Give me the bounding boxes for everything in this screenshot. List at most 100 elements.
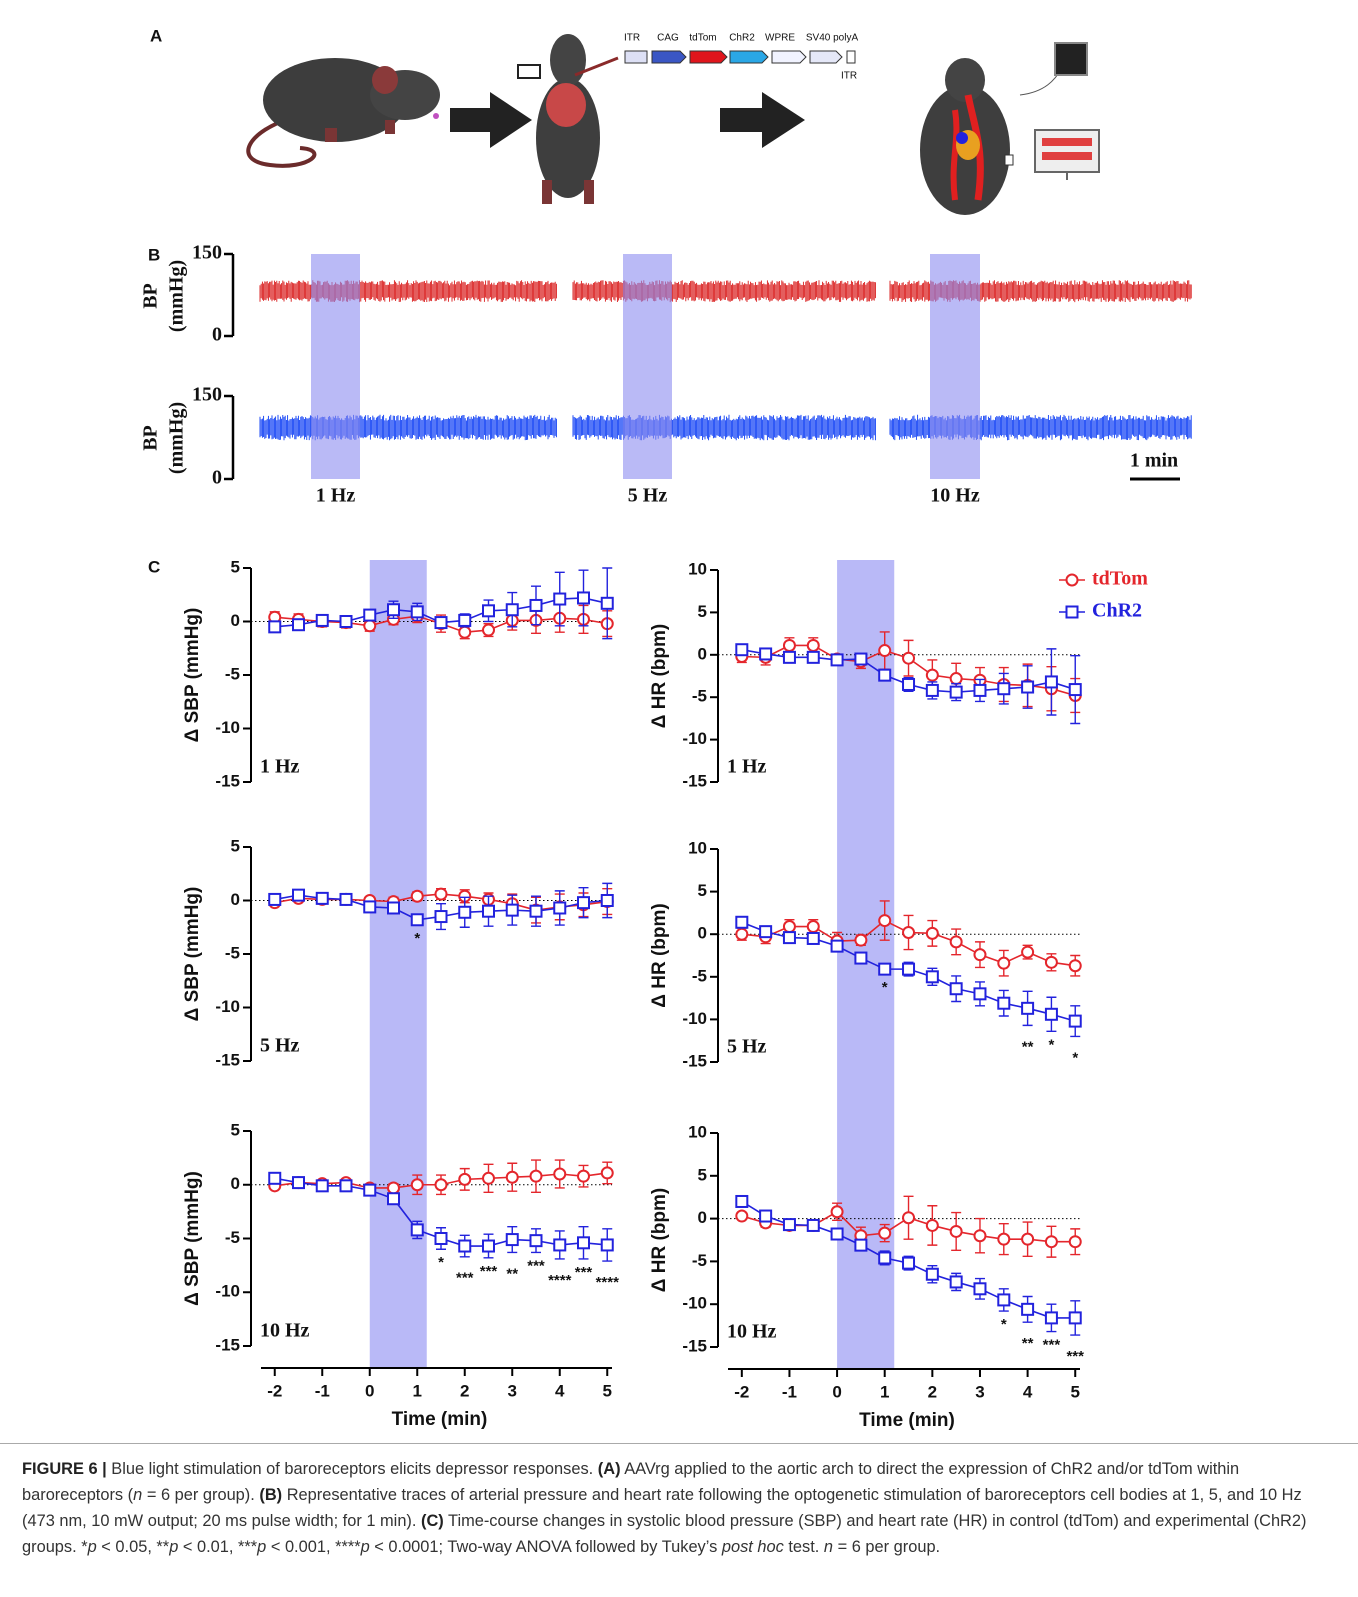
marker [1021, 1232, 1035, 1246]
marker [973, 683, 987, 697]
stim-label: 5 Hz [628, 485, 668, 507]
marker [434, 910, 448, 924]
marker [600, 596, 614, 610]
caption-text: (C) [421, 1512, 444, 1530]
panel-frequency: 5 Hz [727, 1036, 767, 1058]
marker [387, 603, 400, 617]
y-tick-label: -5 [225, 943, 240, 962]
caption-text: n [823, 1538, 834, 1556]
marker [434, 1232, 448, 1245]
y-axis-label: Δ SBP (mmHg) [182, 887, 203, 1022]
caption-text: < 0.0001; Two-way ANOVA followed by Tuke… [369, 1538, 722, 1556]
y-tick-label: 5 [698, 1165, 707, 1184]
marker [902, 925, 916, 939]
significance-mark: * [882, 979, 888, 996]
x-tick-label: 5 [1071, 1382, 1080, 1401]
caption-text: < 0.01, *** [178, 1538, 258, 1556]
marker [949, 672, 963, 686]
marker [315, 613, 329, 627]
marker [482, 904, 495, 918]
significance-mark: *** [527, 1257, 545, 1274]
x-axis-label: Time (min) [392, 1409, 488, 1430]
marker [949, 935, 963, 949]
y-tick-label: -10 [215, 718, 240, 737]
caption-text: FIGURE 6 | [22, 1460, 107, 1478]
marker [387, 1192, 400, 1206]
marker [482, 623, 495, 637]
stimulation-shade [311, 254, 360, 479]
y-tick-label: 0 [698, 644, 707, 663]
stimulation-window [369, 560, 427, 1368]
marker [600, 894, 614, 907]
caption-text: (B) [259, 1486, 283, 1504]
y-tick-label: 10 [688, 1122, 707, 1141]
y-tick-label: -5 [225, 664, 240, 683]
marker [878, 914, 892, 928]
marker [1044, 1007, 1058, 1021]
marker [973, 948, 987, 962]
construct-label: SV40 polyA [806, 33, 859, 44]
marker [268, 1171, 282, 1185]
marker [529, 1234, 543, 1248]
x-tick-label: 3 [508, 1381, 517, 1400]
marker [782, 1218, 796, 1232]
y-tick-label: -15 [215, 1335, 240, 1354]
stimulation-shade [623, 254, 672, 479]
caption-text: < 0.001, **** [266, 1538, 361, 1556]
marker [925, 926, 939, 940]
marker [434, 887, 448, 901]
caption-text: (A) [597, 1460, 621, 1478]
marker [830, 939, 844, 953]
y-axis-label: Δ HR (bpm) [649, 903, 670, 1007]
marker [997, 956, 1011, 970]
caption: FIGURE 6 | Blue light stimulation of bar… [0, 1443, 1358, 1597]
significance-mark: * [414, 930, 420, 947]
marker [782, 650, 796, 664]
y-tick-label: 0 [698, 924, 707, 943]
y-tick-label: -10 [215, 997, 240, 1016]
marker [997, 1293, 1011, 1307]
marker [458, 613, 472, 627]
legend-marker [1065, 605, 1079, 619]
significance-mark: * [1048, 1036, 1054, 1053]
marker [363, 619, 377, 633]
y-tick-label: 0 [212, 467, 222, 489]
stim-label: 10 Hz [930, 485, 980, 507]
caption-text: = 6 per group. [833, 1538, 941, 1556]
marker [339, 892, 353, 906]
marker [854, 652, 868, 666]
y-tick-label: 150 [192, 384, 222, 406]
y-tick-label: 5 [231, 836, 240, 855]
marker [997, 1232, 1011, 1246]
significance-mark: ** [1022, 1038, 1034, 1055]
panel-frequency: 1 Hz [727, 756, 767, 778]
y-tick-label: 10 [688, 838, 707, 857]
arrow [450, 92, 532, 148]
significance-mark: *** [456, 1270, 474, 1287]
significance-mark: ** [1022, 1335, 1034, 1352]
marker [735, 1194, 749, 1208]
x-tick-label: 5 [603, 1381, 612, 1400]
marker [1044, 955, 1058, 969]
marker [292, 1176, 305, 1190]
marker [735, 1209, 749, 1223]
y-tick-label: -10 [215, 1282, 240, 1301]
marker [925, 683, 939, 697]
marker [925, 668, 939, 682]
marker [1021, 945, 1035, 959]
caption-text: Blue light stimulation of baroreceptors … [106, 1460, 598, 1478]
marker [553, 901, 567, 915]
panel-frequency: 10 Hz [727, 1321, 777, 1343]
arrow [720, 92, 805, 148]
y-axis-label: BP [140, 283, 162, 309]
x-tick-label: 4 [1023, 1382, 1033, 1401]
y-tick-label: -5 [692, 966, 707, 985]
stim-label: 1 Hz [316, 485, 356, 507]
x-tick-label: 4 [555, 1381, 565, 1400]
x-tick-label: -1 [315, 1381, 330, 1400]
y-axis-label: Δ HR (bpm) [649, 1188, 670, 1292]
marker [363, 608, 377, 622]
x-tick-label: -2 [734, 1382, 749, 1401]
marker [854, 951, 868, 965]
marker [1068, 959, 1082, 973]
